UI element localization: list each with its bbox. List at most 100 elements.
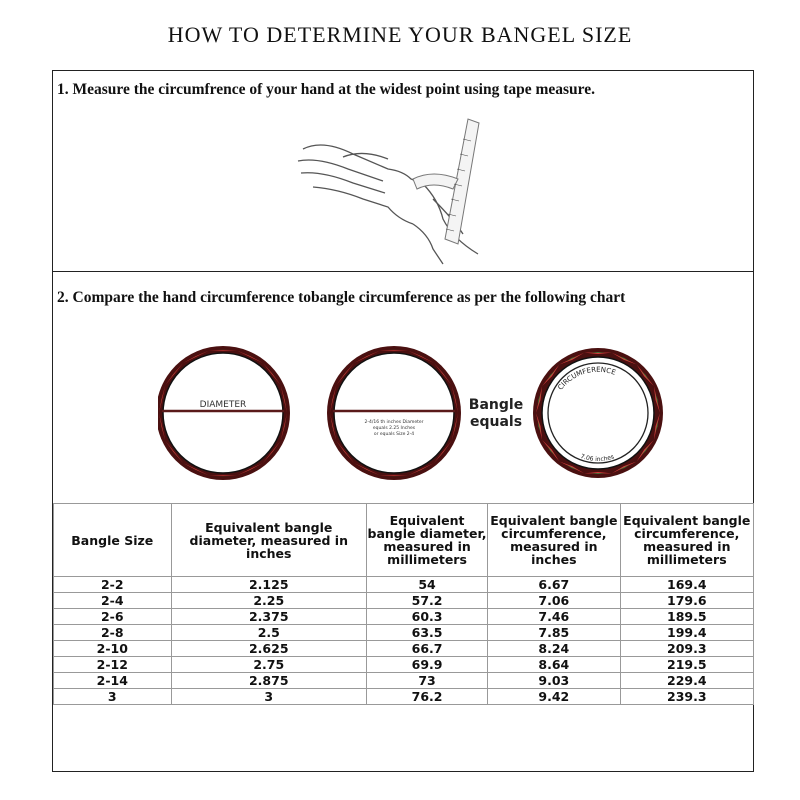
table-cell: 2.375 [170,608,367,625]
bangle-diagrams: DIAMETER 2-4/16 th inches Diameter equal… [158,346,663,480]
table-cell: 2-14 [53,672,172,689]
table-cell: 9.42 [487,688,621,705]
bangle-size-table: Bangle Size Equivalent bangle diameter, m… [53,503,755,705]
bangle-green-triangle [438,446,448,458]
table-cell: 9.03 [487,672,621,689]
bangle-green-triangle [159,392,164,406]
table-cell: 8.64 [487,656,621,673]
diameter-note-line: or equals Size 2-4 [374,431,414,437]
table-cell: 7.85 [487,624,621,641]
table-row: 2-2 2.125 54 6.67 169.4 [53,576,755,593]
column-header: Equivalent bangle circumference, measure… [619,503,755,577]
bangle-green-triangle [537,419,541,433]
circumference-ring [547,362,649,464]
bangle-green-triangle [340,368,350,380]
circumference-value: 7.06 inches [579,453,615,463]
hand-measuring-illustration [297,118,480,265]
table-cell: 2.125 [170,576,367,593]
step-1-section: 1. Measure the circumfrence of your hand… [53,71,753,272]
table-cell: 60.3 [365,608,489,625]
bangle-green-triangle [438,368,448,380]
table-cell: 63.5 [365,624,489,641]
bangle-green-triangle [591,352,605,353]
size-guide-frame: 1. Measure the circumfrence of your hand… [52,70,755,772]
table-cell: 209.3 [619,640,755,657]
bangle-inner [541,356,655,470]
bangle-equals-label: equals [470,414,522,430]
table-cell: 179.6 [619,592,755,609]
bangle-inner [333,352,455,474]
table-cell: 2-2 [53,576,172,593]
bangle-green-triangle [189,466,202,473]
bangle-green-triangle [159,420,164,434]
table-cell: 73 [365,672,489,689]
bangle-green-triangle [655,393,659,407]
column-header: Bangle Size [53,503,172,577]
table-cell: 2-12 [53,656,172,673]
table-cell: 239.3 [619,688,755,705]
bangle-inner [162,352,284,474]
diameter-label: DIAMETER [200,400,247,410]
table-cell: 6.67 [487,576,621,593]
table-cell: 76.2 [365,688,489,705]
table-row: 2-12 2.75 69.9 8.64 219.5 [53,656,755,673]
table-cell: 199.4 [619,624,755,641]
table-cell: 2.625 [170,640,367,657]
table-cell: 8.24 [487,640,621,657]
bangle-diameter-diagram [158,346,290,480]
table-cell: 2.875 [170,672,367,689]
bangle-red-triangle [208,350,238,351]
bangle-circumference-diagram [533,348,663,478]
table-row: 2-6 2.375 60.3 7.46 189.5 [53,608,755,625]
table-cell: 219.5 [619,656,755,673]
column-header: Equivalent bangle diameter, measured in … [170,503,367,577]
bangle-green-triangle [655,419,659,433]
bangle-red-triangle [379,475,409,476]
bangle-equals-label: Bangle [469,397,523,413]
bangle-red-triangle [584,352,612,354]
table-cell: 2-6 [53,608,172,625]
bangle-green-triangle [591,473,605,474]
bangle-red-triangle [408,463,434,476]
table-header-row: Bangle Size Equivalent bangle diameter, m… [53,503,755,577]
column-header: Equivalent bangle circumference, measure… [487,503,621,577]
bangle-green-triangle [189,353,202,360]
bangle-green-triangle [537,393,541,407]
bangle-red-triangle [354,350,380,363]
table-cell: 66.7 [365,640,489,657]
diameter-note-line: equals 2.25 Inches [373,425,416,431]
table-cell: 54 [365,576,489,593]
step-1-heading: 1. Measure the circumfrence of your hand… [57,81,596,98]
table-cell: 2-8 [53,624,172,641]
column-header: Equivalent bangle diameter, measured in … [365,503,489,577]
table-cell: 69.9 [365,656,489,673]
table-cell: 7.46 [487,608,621,625]
bangle-green-triangle [340,446,350,458]
table-cell: 2.25 [170,592,367,609]
bangle-green-triangle [169,368,179,380]
bangle-green-triangle [244,466,257,473]
bangle-green-triangle [244,353,257,360]
bangle-diameter-example-diagram [327,346,461,480]
table-row: 2-14 2.875 73 9.03 229.4 [53,672,755,689]
table-cell: 189.5 [619,608,755,625]
table-row: 3 3 76.2 9.42 239.3 [53,688,755,705]
table-cell: 3 [170,688,367,705]
table-cell: 2.5 [170,624,367,641]
table-cell: 2-4 [53,592,172,609]
bangle-red-triangle [379,350,409,351]
bangle-green-triangle [267,368,277,380]
bangle-red-triangle [208,475,238,476]
table-cell: 2.75 [170,656,367,673]
table-cell: 7.06 [487,592,621,609]
table-row: 2-4 2.25 57.2 7.06 179.6 [53,592,755,609]
table-cell: 229.4 [619,672,755,689]
table-cell: 3 [53,688,172,705]
table-row: 2-10 2.625 66.7 8.24 209.3 [53,640,755,657]
table-cell: 57.2 [365,592,489,609]
bangle-green-triangle [267,446,277,458]
bangle-green-triangle [169,446,179,458]
table-cell: 169.4 [619,576,755,593]
table-row: 2-8 2.5 63.5 7.85 199.4 [53,624,755,641]
table-cell: 2-10 [53,640,172,657]
